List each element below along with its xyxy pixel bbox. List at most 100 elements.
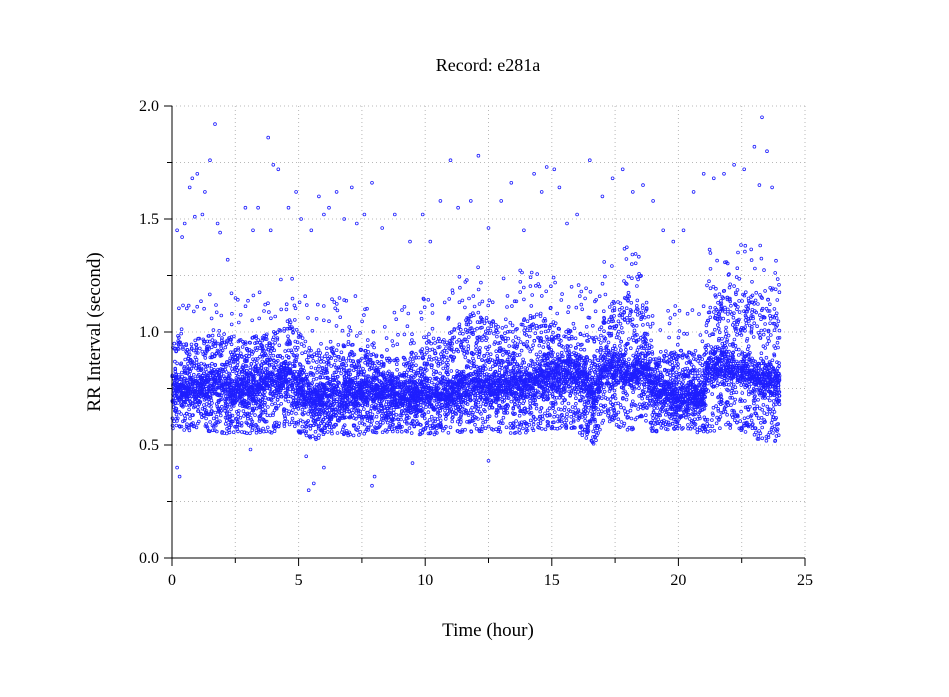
- data-point: [741, 423, 746, 428]
- data-point: [409, 431, 414, 435]
- data-point: [497, 368, 502, 372]
- data-point: [324, 367, 329, 372]
- data-point: [737, 310, 742, 314]
- data-point: [760, 436, 765, 441]
- data-point: [465, 351, 470, 355]
- data-point: [767, 339, 771, 343]
- data-point: [553, 280, 557, 285]
- data-point: [505, 359, 509, 364]
- data-point: [599, 345, 603, 350]
- data-point: [740, 391, 745, 395]
- data-point: [476, 355, 481, 360]
- data-point: [265, 425, 270, 430]
- data-point: [759, 420, 763, 425]
- data-point: [210, 338, 215, 342]
- data-point: [364, 352, 369, 357]
- data-point: [767, 398, 772, 403]
- data-point: [767, 302, 772, 307]
- data-point: [247, 354, 251, 359]
- data-point: [276, 403, 281, 408]
- data-point: [641, 323, 645, 327]
- data-point: [590, 359, 595, 364]
- data-point: [516, 383, 521, 388]
- data-point: [582, 402, 587, 407]
- data-point: [447, 297, 452, 301]
- data-point: [725, 338, 730, 342]
- data-point: [731, 344, 735, 348]
- data-point: [585, 332, 589, 337]
- chart-title: Record: e281a: [436, 55, 540, 75]
- data-point: [354, 411, 359, 415]
- data-point: [431, 372, 436, 377]
- data-point: [528, 328, 533, 333]
- data-point: [579, 289, 584, 294]
- data-point: [521, 285, 526, 290]
- data-point: [459, 340, 464, 344]
- data-point: [765, 342, 770, 346]
- data-point: [738, 399, 742, 403]
- data-point: [602, 385, 606, 390]
- data-point: [723, 334, 728, 339]
- data-point: [365, 403, 370, 408]
- data-point: [756, 416, 761, 421]
- data-point: [334, 302, 339, 306]
- data-point: [414, 419, 419, 423]
- data-point: [381, 370, 386, 375]
- data-point: [264, 344, 269, 348]
- data-point: [340, 427, 345, 432]
- data-point: [240, 345, 245, 349]
- data-point: [326, 360, 331, 365]
- data-point: [586, 405, 591, 410]
- data-point: [595, 348, 599, 353]
- data-point: [623, 412, 628, 417]
- data-point: [292, 318, 297, 322]
- data-point: [531, 422, 536, 427]
- data-point: [533, 331, 538, 336]
- data-point: [711, 284, 716, 289]
- data-point: [738, 419, 742, 423]
- data-point: [739, 409, 743, 414]
- data-point: [732, 401, 737, 405]
- data-point: [640, 306, 645, 310]
- data-point: [514, 419, 518, 423]
- data-point: [505, 410, 510, 415]
- data-point: [519, 363, 523, 368]
- data-point: [177, 410, 182, 414]
- data-point: [174, 423, 179, 428]
- data-point: [457, 274, 462, 279]
- data-point: [484, 367, 488, 371]
- data-point: [450, 291, 455, 295]
- data-point: [616, 319, 621, 324]
- data-point: [311, 377, 316, 382]
- data-point: [584, 324, 589, 329]
- data-point: [539, 294, 544, 298]
- data-point: [214, 310, 219, 315]
- data-point: [290, 382, 295, 387]
- data-point: [761, 403, 766, 407]
- data-point: [671, 373, 676, 378]
- data-point: [273, 314, 278, 319]
- data-point: [767, 309, 772, 313]
- data-point: [714, 421, 719, 426]
- data-point: [236, 346, 241, 350]
- data-point: [303, 339, 308, 344]
- data-point: [300, 424, 305, 429]
- data-point: [438, 371, 442, 376]
- data-point: [285, 388, 290, 392]
- data-point: [589, 363, 594, 368]
- data-point: [266, 301, 270, 306]
- data-point: [419, 310, 423, 315]
- data-point: [477, 302, 482, 306]
- data-point: [418, 366, 423, 371]
- data-point: [291, 400, 295, 405]
- data-point: [515, 342, 520, 347]
- data-point: [481, 420, 485, 425]
- data-point: [319, 341, 323, 346]
- data-point: [375, 420, 379, 425]
- data-point: [561, 415, 565, 420]
- data-point: [466, 347, 471, 351]
- data-point: [340, 328, 345, 333]
- data-point: [608, 406, 613, 411]
- data-point: [571, 419, 576, 424]
